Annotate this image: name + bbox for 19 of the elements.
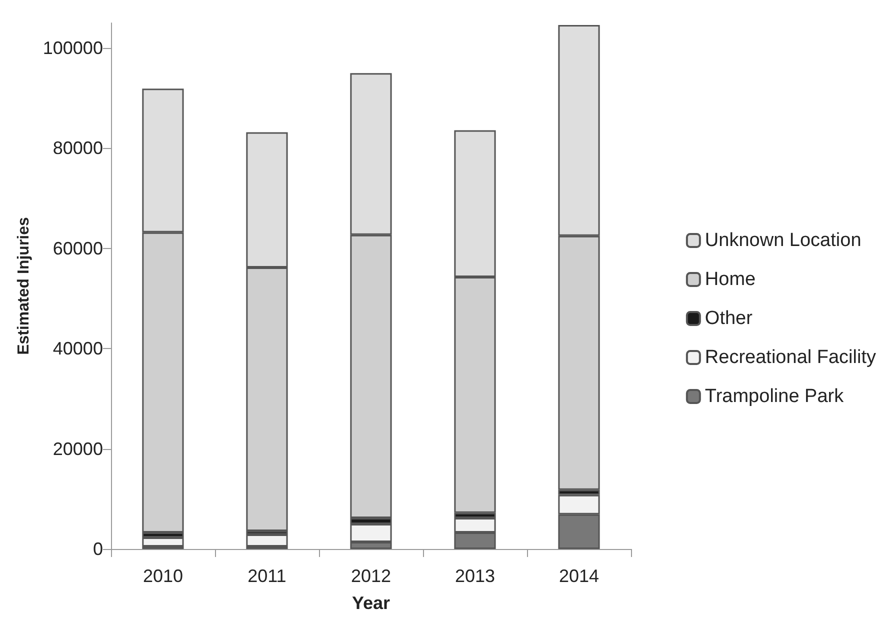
x-tick-label: 2011 [248, 566, 286, 586]
x-tick-label: 2012 [350, 566, 392, 586]
bar [246, 534, 288, 546]
y-tick-label: 20000 [52, 438, 103, 459]
y-tick-label: 80000 [52, 138, 103, 158]
legend-label: Home [704, 269, 756, 290]
y-axis-title: Estimated Injuries [16, 216, 32, 355]
y-tick-label: 40000 [52, 338, 103, 359]
y-tick-label: 100000 [42, 38, 103, 58]
legend-label: Recreational Facility [704, 347, 876, 368]
x-tick-label: 2014 [558, 566, 600, 586]
x-tick-label: 2010 [142, 566, 183, 586]
legend-label: Trampoline Park [704, 386, 844, 407]
y-tick-label: 60000 [52, 238, 103, 258]
x-axis-title: Year [352, 593, 390, 613]
legend-label: Unknown Location [704, 230, 862, 251]
y-tick-label: 0 [92, 539, 103, 559]
legend-label: Other [704, 308, 754, 329]
x-tick-label: 2013 [454, 566, 496, 586]
